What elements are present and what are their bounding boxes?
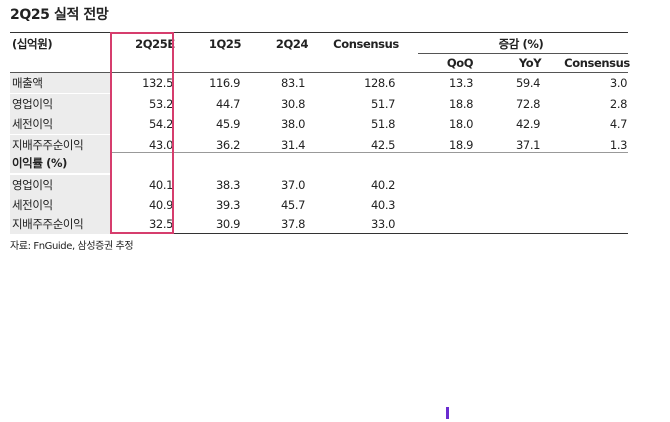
cell: 38.3: [215, 178, 240, 192]
column-header: Consensus: [564, 56, 630, 70]
cell: 18.8: [448, 96, 473, 111]
label-cell-bg: [10, 114, 110, 134]
cell: 37.8: [280, 217, 305, 231]
row-label: 매출액: [12, 76, 43, 90]
cell: 43.0: [148, 137, 173, 152]
cell: 51.7: [370, 96, 395, 111]
column-header: 1Q25: [208, 37, 242, 51]
label-cell-bg: [10, 73, 110, 93]
source-note: 자료: FnGuide, 삼성증권 추정: [10, 241, 134, 252]
top-rule: [10, 32, 628, 33]
column-header: YoY: [518, 56, 542, 70]
header-rule: [10, 72, 628, 73]
section-label: 이익률 (%): [12, 156, 67, 170]
cell: 37.0: [280, 178, 305, 192]
cell: 32.5: [148, 217, 173, 231]
label-cell-bg: [10, 134, 110, 155]
cell: 132.5: [142, 76, 173, 90]
cell: 59.4: [515, 76, 540, 90]
column-header: 2Q25E: [135, 37, 175, 51]
cell: 30.9: [215, 217, 240, 231]
cell: 2.8: [609, 96, 627, 111]
cursor-mark: [446, 407, 449, 419]
cell: 18.0: [448, 117, 473, 131]
cell: 83.1: [280, 76, 305, 90]
label-cell-bg: [10, 153, 110, 173]
group-header: 증감 (%): [498, 37, 544, 51]
cell: 18.9: [448, 137, 473, 152]
cell: 30.8: [280, 96, 305, 111]
group-rule: [418, 53, 628, 54]
row-label: 영업이익: [12, 178, 53, 192]
cell: 1.3: [609, 137, 627, 152]
label-cell-bg: [10, 194, 110, 215]
column-header: Consensus: [333, 37, 399, 51]
label-cell-bg: [10, 214, 110, 234]
unit-label: (십억원): [12, 37, 53, 51]
cell: 72.8: [515, 96, 540, 111]
column-header: 2Q24: [275, 37, 309, 51]
cell: 39.3: [215, 197, 240, 212]
cell: 36.2: [215, 137, 240, 152]
cell: 37.1: [515, 137, 540, 152]
cell: 54.2: [148, 117, 173, 131]
cell: 42.9: [515, 117, 540, 131]
cell: 42.5: [370, 137, 395, 152]
label-cell-bg: [10, 93, 110, 114]
row-label: 영업이익: [12, 96, 53, 111]
cell: 51.8: [370, 117, 395, 131]
row-label: 세전이익: [12, 117, 53, 131]
cell: 40.2: [370, 178, 395, 192]
cell: 13.3: [448, 76, 473, 90]
cell: 3.0: [609, 76, 627, 90]
cell: 53.2: [148, 96, 173, 111]
section-rule: [10, 152, 628, 153]
label-cell-bg: [10, 175, 110, 195]
cell: 40.9: [148, 197, 173, 212]
column-header: QoQ: [446, 56, 474, 70]
cell: 44.7: [215, 96, 240, 111]
highlight-box: [110, 32, 174, 234]
cell: 4.7: [609, 117, 627, 131]
cell: 31.4: [280, 137, 305, 152]
cell: 128.6: [364, 76, 395, 90]
cell: 45.7: [280, 197, 305, 212]
cell: 33.0: [370, 217, 395, 231]
cell: 40.1: [148, 178, 173, 192]
cell: 116.9: [209, 76, 240, 90]
row-label: 지배주주순이익: [12, 217, 84, 231]
row-label: 지배주주순이익: [12, 137, 84, 152]
row-label: 세전이익: [12, 197, 53, 212]
cell: 40.3: [370, 197, 395, 212]
bottom-rule: [10, 233, 628, 234]
title: 2Q25 실적 전망: [10, 7, 109, 23]
cell: 38.0: [280, 117, 305, 131]
cell: 45.9: [215, 117, 240, 131]
